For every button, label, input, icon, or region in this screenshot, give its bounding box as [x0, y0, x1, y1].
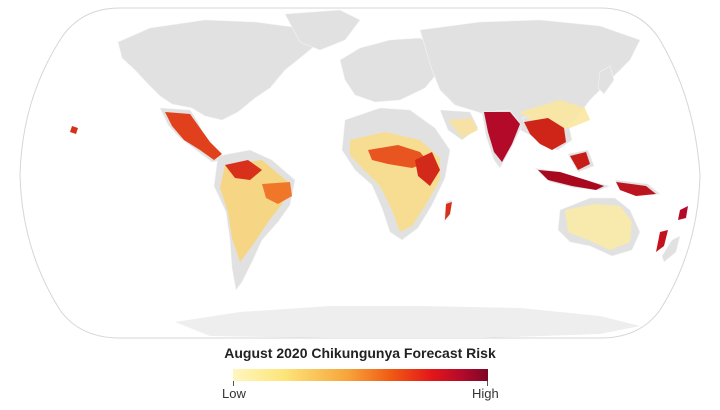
legend-title: August 2020 Chikungunya Forecast Risk: [224, 345, 496, 361]
risk-color-scale: [233, 369, 488, 381]
risk-overlay-high: [70, 112, 688, 252]
north-america: [117, 19, 323, 121]
new-zealand: [661, 235, 681, 263]
legend-low-label: Low: [222, 386, 246, 401]
world-risk-map: [19, 7, 701, 339]
legend-tick-low: [233, 381, 234, 386]
europe: [339, 37, 441, 103]
japan: [597, 65, 615, 95]
greenland: [284, 9, 361, 51]
legend-tick-high: [487, 381, 488, 386]
antarctica: [175, 306, 640, 338]
legend-high-label: High: [472, 386, 499, 401]
